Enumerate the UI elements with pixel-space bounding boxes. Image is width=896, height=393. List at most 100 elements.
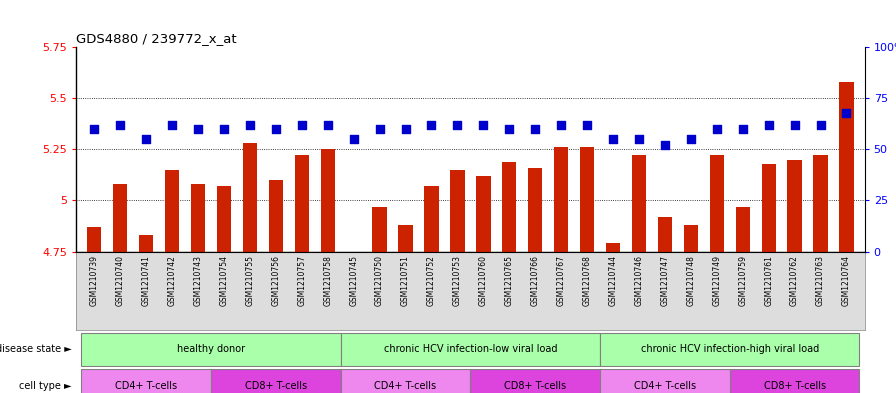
Point: [840, 109, 854, 116]
Point: [451, 122, 465, 128]
Text: GSM1210757: GSM1210757: [297, 255, 306, 307]
Text: GSM1210751: GSM1210751: [401, 255, 410, 306]
Text: GSM1210764: GSM1210764: [842, 255, 851, 307]
Text: GSM1210748: GSM1210748: [686, 255, 695, 306]
Point: [684, 136, 698, 142]
Text: cell type ►: cell type ►: [19, 381, 72, 391]
Text: GSM1210759: GSM1210759: [738, 255, 747, 307]
Bar: [600, 369, 729, 393]
Bar: [211, 369, 340, 393]
Text: GSM1210743: GSM1210743: [194, 255, 202, 307]
Point: [762, 122, 776, 128]
Bar: [710, 156, 724, 252]
Text: GSM1210765: GSM1210765: [504, 255, 513, 307]
Bar: [321, 149, 335, 252]
Point: [217, 126, 231, 132]
Text: GSM1210754: GSM1210754: [220, 255, 228, 307]
Point: [269, 126, 283, 132]
Bar: [269, 180, 283, 252]
Text: GSM1210766: GSM1210766: [530, 255, 539, 307]
Bar: [788, 160, 802, 252]
Text: GSM1210742: GSM1210742: [168, 255, 177, 306]
Bar: [87, 227, 101, 252]
Text: GSM1210761: GSM1210761: [764, 255, 773, 306]
Text: GSM1210756: GSM1210756: [271, 255, 280, 307]
Point: [554, 122, 568, 128]
Text: chronic HCV infection-low viral load: chronic HCV infection-low viral load: [383, 344, 557, 354]
Text: GSM1210744: GSM1210744: [608, 255, 617, 307]
Text: CD8+ T-cells: CD8+ T-cells: [763, 381, 826, 391]
Text: GSM1210753: GSM1210753: [453, 255, 462, 307]
Bar: [295, 156, 309, 252]
Text: healthy donor: healthy donor: [177, 344, 246, 354]
Point: [632, 136, 646, 142]
Bar: [451, 170, 464, 252]
Point: [710, 126, 724, 132]
Bar: [632, 156, 646, 252]
Bar: [82, 369, 211, 393]
Text: GSM1210750: GSM1210750: [375, 255, 384, 307]
Bar: [340, 333, 600, 366]
Bar: [113, 184, 127, 252]
Bar: [139, 235, 153, 252]
Text: GSM1210755: GSM1210755: [246, 255, 254, 307]
Point: [87, 126, 101, 132]
Bar: [340, 369, 470, 393]
Point: [580, 122, 594, 128]
Bar: [528, 168, 542, 252]
Text: GSM1210746: GSM1210746: [634, 255, 643, 307]
Point: [658, 142, 672, 149]
Point: [321, 122, 335, 128]
Bar: [502, 162, 516, 252]
Bar: [399, 225, 413, 252]
Point: [528, 126, 542, 132]
Point: [165, 122, 179, 128]
Text: GSM1210758: GSM1210758: [323, 255, 332, 306]
Bar: [736, 207, 750, 252]
Point: [788, 122, 802, 128]
Bar: [243, 143, 257, 252]
Text: GSM1210760: GSM1210760: [478, 255, 487, 307]
Bar: [840, 82, 854, 252]
Text: disease state ►: disease state ►: [0, 344, 72, 354]
Bar: [373, 207, 387, 252]
Text: CD4+ T-cells: CD4+ T-cells: [633, 381, 696, 391]
Text: GSM1210740: GSM1210740: [116, 255, 125, 307]
Text: GSM1210745: GSM1210745: [349, 255, 358, 307]
Bar: [762, 163, 776, 252]
Bar: [217, 186, 231, 252]
Point: [243, 122, 257, 128]
Bar: [165, 170, 179, 252]
Bar: [580, 147, 594, 252]
Text: CD8+ T-cells: CD8+ T-cells: [504, 381, 566, 391]
Text: GSM1210767: GSM1210767: [556, 255, 565, 307]
Text: chronic HCV infection-high viral load: chronic HCV infection-high viral load: [641, 344, 819, 354]
Point: [139, 136, 153, 142]
Bar: [658, 217, 672, 252]
Bar: [600, 333, 859, 366]
Text: GDS4880 / 239772_x_at: GDS4880 / 239772_x_at: [76, 31, 237, 44]
Point: [476, 122, 490, 128]
Point: [399, 126, 413, 132]
Bar: [470, 369, 600, 393]
Point: [373, 126, 387, 132]
Point: [347, 136, 361, 142]
Bar: [425, 186, 439, 252]
Text: GSM1210741: GSM1210741: [142, 255, 151, 306]
Bar: [191, 184, 205, 252]
Text: CD4+ T-cells: CD4+ T-cells: [115, 381, 177, 391]
Point: [191, 126, 205, 132]
Point: [295, 122, 309, 128]
Text: GSM1210752: GSM1210752: [427, 255, 436, 306]
Text: CD4+ T-cells: CD4+ T-cells: [375, 381, 436, 391]
Point: [606, 136, 620, 142]
Bar: [82, 333, 340, 366]
Bar: [477, 176, 490, 252]
Bar: [606, 243, 620, 252]
Text: CD8+ T-cells: CD8+ T-cells: [245, 381, 307, 391]
Point: [814, 122, 828, 128]
Text: GSM1210749: GSM1210749: [712, 255, 721, 307]
Text: GSM1210762: GSM1210762: [790, 255, 799, 306]
Text: GSM1210739: GSM1210739: [90, 255, 99, 307]
Point: [113, 122, 127, 128]
